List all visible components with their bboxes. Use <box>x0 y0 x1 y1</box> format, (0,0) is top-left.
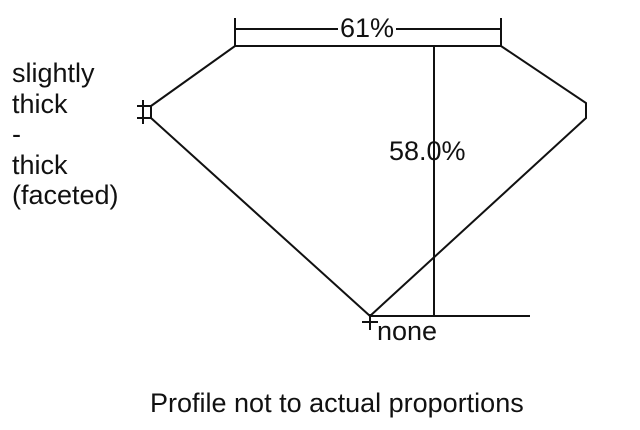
table-percentage-label: 61% <box>338 13 397 43</box>
culet-label: none <box>377 316 438 346</box>
proportions-note: Profile not to actual proportions <box>150 388 524 418</box>
girdle-thickness-label: slightly thick - thick (faceted) <box>12 58 119 211</box>
girdle-line: (faceted) <box>12 180 119 210</box>
girdle-line: - <box>12 119 21 149</box>
girdle-line: slightly <box>12 58 95 88</box>
crown-pavilion-outline <box>150 45 587 318</box>
depth-percentage-label: 58.0% <box>389 136 466 166</box>
girdle-line: thick <box>12 88 68 119</box>
girdle-line: thick <box>12 149 68 180</box>
